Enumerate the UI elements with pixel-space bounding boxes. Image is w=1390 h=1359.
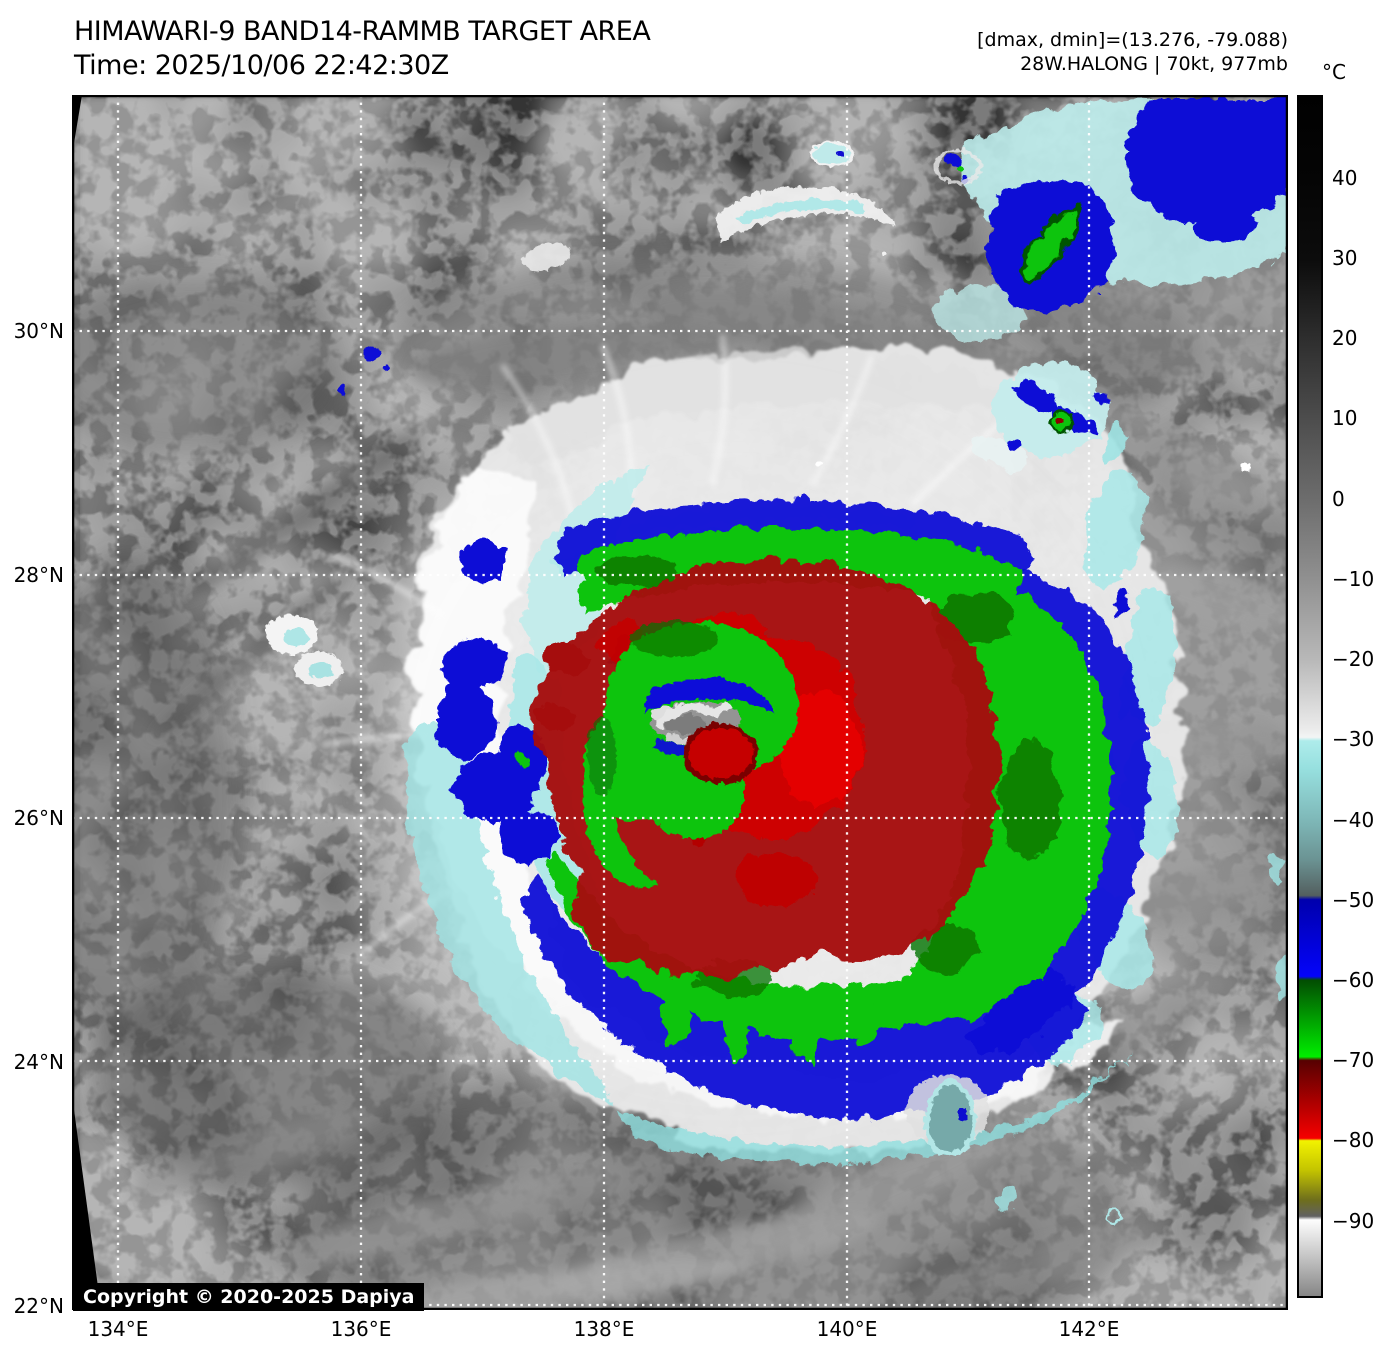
lat-label: 28°N [13, 563, 64, 587]
lon-label: 136°E [330, 1317, 392, 1341]
data-range-label: [dmax, dmin]=(13.276, -79.088) [977, 29, 1288, 51]
colorbar-tick: 40 [1332, 166, 1358, 190]
product-time: Time: 2025/10/06 22:42:30Z [74, 50, 449, 81]
colorbar-tick: 0 [1332, 487, 1345, 511]
lat-label: 30°N [13, 319, 64, 343]
lon-label: 134°E [87, 1317, 149, 1341]
satellite-imagery [72, 95, 1288, 1310]
lat-label: 22°N [13, 1294, 64, 1318]
colorbar-unit-label: °C [1322, 60, 1346, 84]
colorbar-tick: −90 [1332, 1209, 1375, 1233]
colorbar-tick: −60 [1332, 968, 1375, 992]
lon-label: 138°E [573, 1317, 635, 1341]
map-border [72, 95, 1288, 1310]
colorbar-tick: −20 [1332, 647, 1375, 671]
storm-imagery [72, 95, 1288, 1310]
copyright-text: Copyright © 2020-2025 Dapiya [83, 1286, 415, 1308]
colorbar-tick: 10 [1332, 406, 1358, 430]
storm-info: [dmax, dmin]=(13.276, -79.088) 28W.HALON… [977, 28, 1288, 76]
colorbar-tick: −10 [1332, 567, 1375, 591]
map-gridlines [72, 95, 1288, 1310]
colorbar-tick: −50 [1332, 888, 1375, 912]
colorbar-tick: −80 [1332, 1128, 1375, 1152]
colorbar-tick: 20 [1332, 326, 1358, 350]
lon-label: 140°E [816, 1317, 878, 1341]
colorbar-tick: 30 [1332, 246, 1358, 270]
product-title: HIMAWARI-9 BAND14-RAMMB TARGET AREA [74, 16, 651, 47]
colorbar-tick: −40 [1332, 808, 1375, 832]
lat-label: 26°N [13, 806, 64, 830]
lon-label: 142°E [1058, 1317, 1120, 1341]
temperature-colorbar [1297, 95, 1323, 1298]
satellite-map [72, 95, 1288, 1310]
copyright-badge: Copyright © 2020-2025 Dapiya [73, 1283, 425, 1311]
page-title: HIMAWARI-9 BAND14-RAMMB TARGET AREA Time… [74, 15, 651, 83]
colorbar-tick: −70 [1332, 1048, 1375, 1072]
storm-id-label: 28W.HALONG | 70kt, 977mb [1020, 53, 1288, 75]
colorbar-tick: −30 [1332, 727, 1375, 751]
lat-label: 24°N [13, 1050, 64, 1074]
